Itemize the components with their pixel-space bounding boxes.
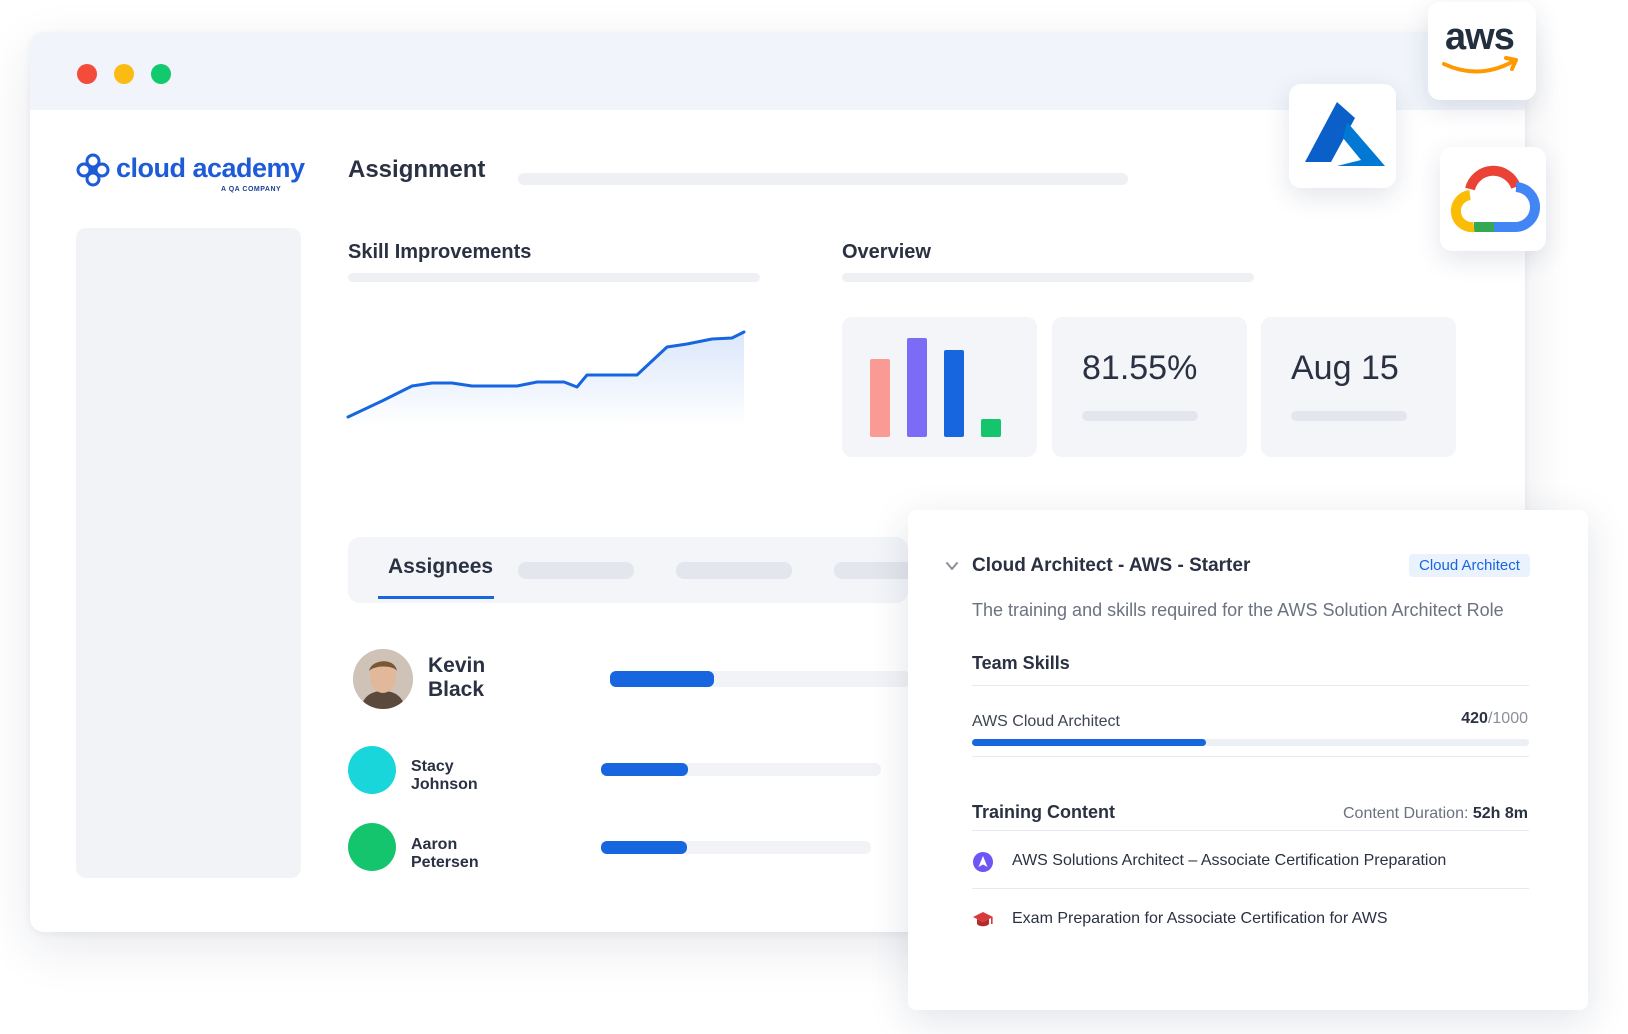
overview-percent-card: 81.55% (1052, 317, 1247, 457)
overview-bar-chart-card (842, 317, 1037, 457)
progress-fill (601, 841, 687, 854)
aws-smile-icon (1442, 56, 1518, 74)
logo-tagline: A QA COMPANY (221, 186, 282, 193)
content-duration: Content Duration: 52h 8m (1343, 805, 1528, 823)
tab-placeholder-1[interactable] (518, 562, 634, 579)
overview-date-card: Aug 15 (1261, 317, 1456, 457)
avatar (353, 649, 413, 709)
divider (972, 830, 1529, 831)
skill-line (346, 330, 746, 419)
avatar (348, 746, 396, 794)
logo-wordmark: cloud academy (116, 153, 305, 183)
training-content-heading: Training Content (972, 802, 1115, 822)
assignees-tab-bar: Assignees (348, 537, 950, 603)
skill-line-area (348, 332, 744, 427)
skill-progress-track (972, 739, 1529, 746)
title-placeholder-bar (518, 173, 1128, 185)
team-skills-heading: Team Skills (972, 653, 1070, 673)
progress-track (601, 763, 881, 776)
aws-logo-text: aws (1445, 16, 1515, 58)
tab-placeholder-2[interactable] (676, 562, 792, 579)
learning-path-icon (973, 852, 993, 872)
skill-score: 420/1000 (1461, 710, 1528, 728)
percent-caption-placeholder (1082, 411, 1198, 421)
sidebar-panel (76, 228, 301, 878)
date-caption-placeholder (1291, 411, 1407, 421)
skill-improvements-line-chart (346, 330, 746, 427)
overview-bar-1 (870, 359, 890, 437)
role-tag[interactable]: Cloud Architect (1409, 554, 1530, 577)
active-tab-indicator (378, 596, 494, 599)
content-duration-label: Content Duration: (1343, 805, 1469, 822)
tab-assignees[interactable]: Assignees (388, 555, 494, 578)
close-window-button[interactable] (77, 64, 97, 84)
progress-track (601, 841, 871, 854)
google-cloud-logo-icon (1450, 165, 1541, 233)
skill-name: AWS Cloud Architect (972, 713, 1120, 730)
date-value: Aug 15 (1291, 349, 1399, 387)
assignment-description: The training and skills required for the… (972, 600, 1504, 620)
overview-heading-placeholder (842, 273, 1254, 282)
cloud-academy-logo-icon (76, 153, 110, 187)
divider (972, 888, 1529, 889)
cloud-academy-logo[interactable]: cloud academy A QA COMPANY (76, 153, 306, 201)
skill-heading-placeholder (348, 273, 760, 282)
assignment-detail-panel: Cloud Architect - AWS - Starter Cloud Ar… (908, 510, 1588, 1010)
skill-score-max: /1000 (1487, 710, 1528, 727)
graduation-cap-icon (973, 912, 993, 927)
chevron-down-icon[interactable] (944, 558, 960, 574)
progress-fill (610, 671, 714, 687)
content-duration-value: 52h 8m (1472, 805, 1528, 822)
google-cloud-logo-card (1440, 147, 1546, 251)
divider (972, 756, 1529, 757)
progress-fill (601, 763, 688, 776)
assignee-name: Aaron Petersen (411, 836, 479, 871)
skill-progress-fill (972, 739, 1206, 746)
training-item-title: Exam Preparation for Associate Certifica… (1012, 910, 1388, 927)
overview-bar-chart (870, 338, 1001, 437)
skill-improvements-heading: Skill Improvements (348, 241, 532, 263)
skill-score-value: 420 (1461, 710, 1488, 727)
overview-bar-4 (981, 419, 1001, 437)
assignment-title[interactable]: Cloud Architect - AWS - Starter (972, 555, 1251, 576)
aws-logo-card: aws (1428, 2, 1536, 100)
assignee-name: Kevin Black (428, 654, 486, 701)
window-titlebar (30, 32, 1525, 110)
avatar (348, 823, 396, 871)
page-title: Assignment (348, 156, 486, 183)
assignee-name: Stacy Johnson (411, 758, 478, 793)
app-window: cloud academy A QA COMPANY Assignment Sk… (30, 32, 1525, 932)
training-item-title: AWS Solutions Architect – Associate Cert… (1012, 852, 1447, 869)
overview-bar-3 (944, 350, 964, 437)
progress-track (610, 671, 910, 687)
maximize-window-button[interactable] (151, 64, 171, 84)
person-avatar-icon (353, 649, 413, 709)
azure-logo-icon (1305, 102, 1385, 166)
overview-heading: Overview (842, 241, 931, 263)
minimize-window-button[interactable] (114, 64, 134, 84)
azure-logo-card (1289, 84, 1396, 188)
divider (972, 685, 1529, 686)
percent-value: 81.55% (1082, 349, 1198, 387)
overview-bar-2 (907, 338, 927, 437)
